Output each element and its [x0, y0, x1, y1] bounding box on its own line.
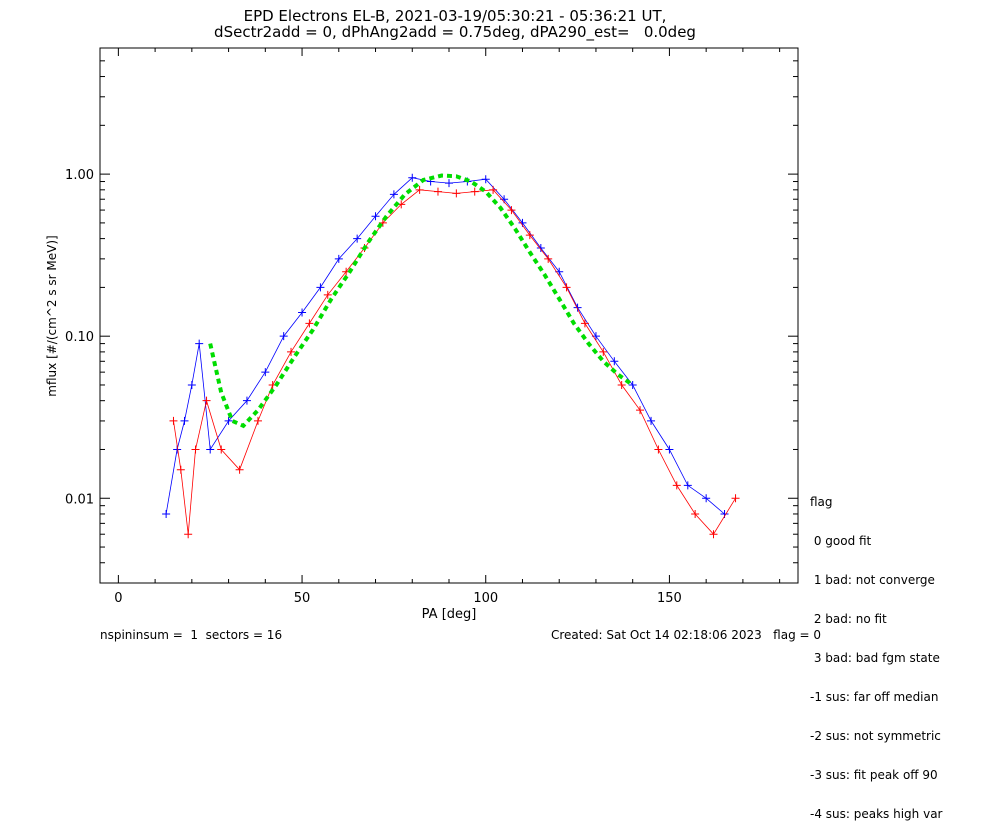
series-layer [162, 173, 740, 539]
data-point [665, 445, 674, 454]
data-point [445, 179, 453, 188]
data-point [206, 445, 215, 454]
data-point [683, 481, 692, 490]
axes-layer: 0 50 100 150 0.01 0.10 1.00 [65, 47, 798, 606]
data-point [287, 347, 296, 356]
legend-entry: -3 sus: fit peak off 90 [810, 768, 938, 782]
legend-entry: -1 sus: far off median [810, 690, 939, 704]
data-point [562, 283, 571, 292]
data-point [536, 244, 545, 253]
data-point [298, 308, 307, 317]
data-point [202, 396, 211, 405]
data-point [316, 283, 325, 292]
data-point [235, 465, 244, 474]
data-point [187, 380, 196, 389]
data-point [217, 445, 226, 454]
data-point [261, 368, 270, 377]
y-axis-label: mflux [#/(cm^2 s sr MeV)] [45, 235, 59, 396]
data-point [184, 530, 193, 539]
legend-entry: 3 bad: bad fgm state [810, 651, 940, 665]
series-line-0 [165, 177, 725, 515]
legend-entry: -4 sus: peaks high var [810, 807, 943, 821]
data-point [162, 509, 171, 518]
legend-entry: 2 bad: no fit [810, 612, 887, 626]
data-point [180, 416, 189, 425]
data-point [253, 416, 262, 425]
data-point [224, 416, 233, 425]
data-point [433, 187, 442, 196]
series-line-1 [173, 189, 736, 535]
x-tick-label: 50 [294, 591, 311, 606]
legend-entry: -2 sus: not symmetric [810, 729, 941, 743]
data-point [544, 254, 553, 263]
data-point [470, 187, 479, 196]
fit-layer [208, 173, 634, 429]
data-point [599, 347, 608, 356]
data-point [371, 212, 380, 221]
data-point [610, 357, 619, 366]
data-point [195, 339, 204, 348]
data-point [709, 530, 718, 539]
fit-curve [208, 173, 634, 429]
x-tick-label: 0 [114, 591, 122, 606]
y-tick-label: 1.00 [65, 168, 94, 183]
x-tick-label: 100 [473, 591, 498, 606]
data-point [617, 380, 626, 389]
plot-frame [99, 47, 799, 584]
flag-legend: flag 0 good fit 1 bad: not converge 2 ba… [810, 470, 942, 834]
data-point [580, 319, 589, 328]
data-point [702, 494, 711, 503]
data-point [191, 445, 200, 454]
x-tick-label: 150 [657, 591, 682, 606]
y-tick-label: 0.01 [65, 492, 94, 507]
x-axis-label: PA [deg] [422, 607, 477, 622]
legend-title: flag [810, 495, 833, 509]
data-point [305, 319, 314, 328]
data-point [636, 406, 645, 415]
data-point [525, 231, 534, 240]
data-point [672, 481, 681, 490]
pitch-angle-plot: 0 50 100 150 0.01 0.10 1.00 PA [deg] mflux [#/… [45, 47, 799, 622]
data-point [242, 396, 251, 405]
data-point [279, 332, 288, 341]
footer-sector-info: nspininsum = 1 sectors = 16 [100, 628, 283, 642]
chart-title: EPD Electrons EL-B, 2021-03-19/05:30:21 … [243, 7, 667, 25]
chart-subtitle: dSectr2add = 0, dPhAng2add = 0.75deg, dP… [214, 23, 696, 41]
data-point [415, 185, 424, 194]
data-point [691, 509, 700, 518]
data-point [353, 234, 362, 243]
data-point [507, 206, 516, 215]
data-point [323, 290, 332, 299]
data-point [647, 416, 656, 425]
data-point [452, 189, 461, 198]
data-point [731, 494, 740, 503]
data-point [389, 190, 398, 199]
data-point [489, 185, 498, 194]
data-point [408, 173, 417, 182]
data-point [654, 445, 663, 454]
legend-entry: 0 good fit [810, 534, 872, 548]
data-point [334, 254, 343, 263]
data-point [176, 465, 185, 474]
data-point [481, 175, 490, 184]
legend-entry: 1 bad: not converge [810, 573, 935, 587]
footer-created-info: Created: Sat Oct 14 02:18:06 2023 flag =… [551, 628, 822, 642]
data-point [169, 416, 178, 425]
y-tick-label: 0.10 [65, 330, 94, 345]
data-point [573, 303, 582, 312]
data-point [628, 380, 637, 389]
